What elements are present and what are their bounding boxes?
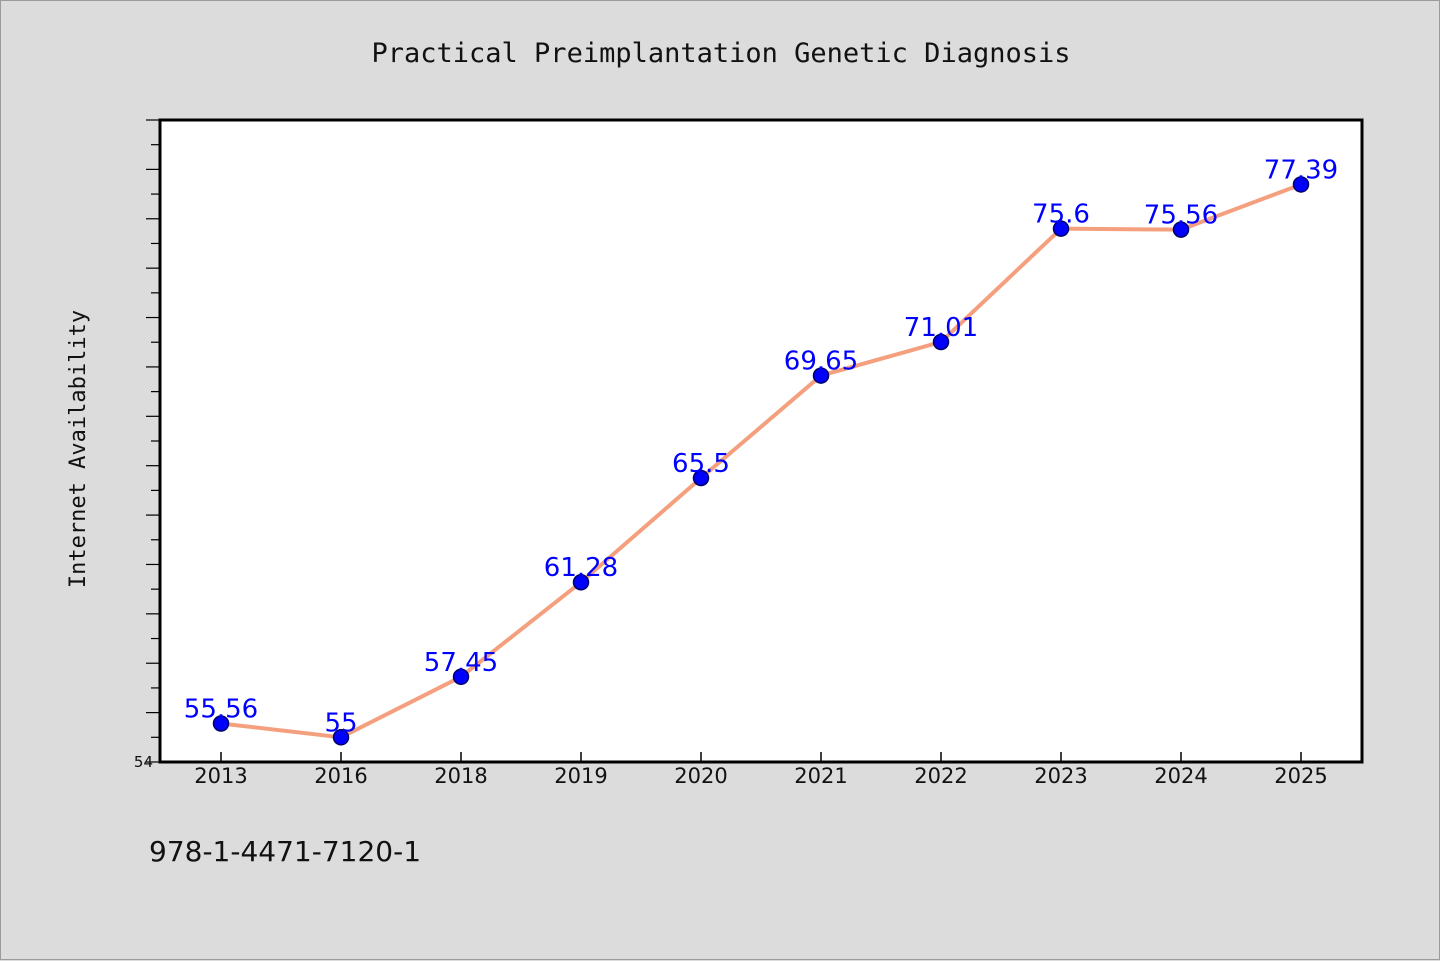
- y-axis-label: Internet Availability: [66, 310, 91, 588]
- data-point: [332, 729, 350, 746]
- data-label: 55: [324, 708, 357, 738]
- series-layer: 55.56 55 57.45 61.28 65.5 69.65 71.01 75.6 75.56…: [184, 155, 1338, 746]
- data-label: 77.39: [1264, 155, 1338, 185]
- x-tick-label: 2024: [1154, 764, 1207, 788]
- x-tick-label: 2013: [194, 764, 247, 788]
- x-tick-label: 2023: [1034, 764, 1087, 788]
- data-label: 55.56: [184, 694, 258, 724]
- data-point: [812, 367, 830, 384]
- x-tick-label: 2022: [914, 764, 967, 788]
- data-label: 69.65: [784, 347, 858, 377]
- x-tick-label: 2019: [554, 764, 607, 788]
- data-label: 57.45: [424, 648, 498, 678]
- x-tick-label: 2025: [1274, 764, 1327, 788]
- data-point: [692, 469, 710, 487]
- plot-area: [158, 118, 1364, 764]
- x-tick-label: 2020: [674, 764, 727, 788]
- data-point: [1292, 176, 1310, 193]
- x-tick-label: 2016: [314, 764, 367, 788]
- y-axis-ticks: 54: [134, 119, 160, 771]
- series-line: [220, 182, 1302, 740]
- x-tick-label: 2021: [794, 764, 847, 788]
- data-point: [452, 668, 470, 686]
- data-label: 65.5: [672, 449, 730, 479]
- data-label: 71.01: [904, 313, 978, 343]
- data-label: 75.6: [1032, 200, 1090, 230]
- data-point: [932, 333, 950, 351]
- x-axis-ticks: 2013 2016 2018 2019 2020 2021 2022 2023 2024 2025: [194, 752, 1328, 788]
- y-tick-label: 54: [134, 753, 153, 771]
- data-label: 61.28: [544, 553, 618, 583]
- x-tick-label: 2018: [434, 764, 487, 788]
- data-point: [1052, 220, 1070, 237]
- footer-note: 978-1-4471-7120-1: [149, 835, 422, 868]
- data-label: 75.56: [1144, 201, 1218, 231]
- chart-title: Practical Preimplantation Genetic Diagno…: [372, 38, 1071, 69]
- data-point: [1172, 221, 1190, 238]
- data-point: [572, 573, 590, 591]
- data-point: [212, 715, 230, 732]
